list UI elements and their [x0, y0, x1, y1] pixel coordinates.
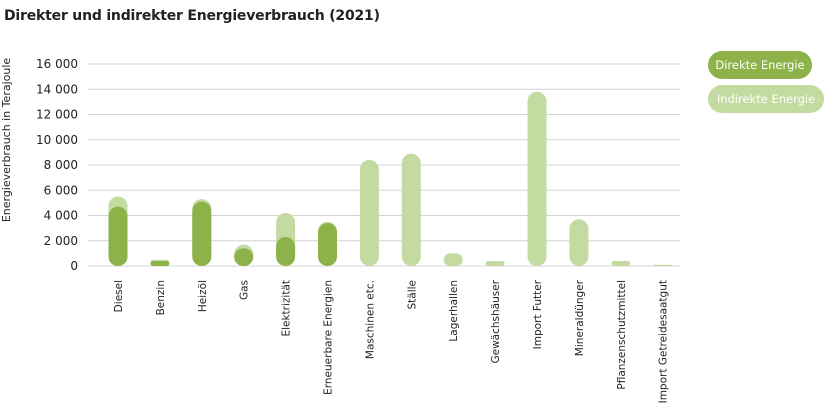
x-axis-categories: Diesel Benzin Heizöl Gas Elektrizität Erneuer…	[113, 279, 670, 403]
x-category-label: Gewächshäuser	[490, 279, 502, 363]
bar-direkte-energie	[276, 236, 296, 266]
x-category-label: Gas	[239, 280, 251, 300]
bar-direkte-energie	[234, 248, 254, 266]
x-category-label: Lagerhallen	[448, 280, 460, 342]
x-category-label: Ställe	[406, 280, 418, 310]
legend-item: Direkte Energie	[708, 51, 812, 79]
x-category-label: Elektrizität	[281, 280, 293, 337]
bar-indirekte-energie	[359, 159, 379, 266]
bar-indirekte-energie	[569, 219, 589, 266]
x-category-label: Import Getreidesaatgut	[658, 280, 670, 403]
x-category-label: Benzin	[155, 280, 167, 315]
y-tick-label: 12 000	[36, 108, 78, 122]
legend-item: Indirekte Energie	[708, 85, 824, 113]
bar-direkte-energie	[192, 201, 212, 266]
bar-indirekte-energie	[401, 153, 421, 266]
bar-direkte-energie	[318, 223, 337, 266]
bar-indirekte-energie	[527, 91, 547, 267]
x-category-label: Mineraldünger	[574, 279, 586, 356]
bar-direkte-energie	[108, 206, 128, 266]
y-tick-label: 16 000	[36, 57, 78, 71]
y-tick-label: 4 000	[44, 209, 78, 223]
bar-direkte-energie	[150, 260, 170, 266]
x-category-label: Maschinen etc.	[364, 280, 376, 359]
bar-indirekte-energie	[611, 260, 631, 266]
y-tick-label: 10 000	[36, 133, 78, 147]
x-category-label: Erneuerbare Energien	[323, 280, 335, 395]
y-tick-label: 8 000	[44, 158, 78, 172]
bars	[108, 91, 673, 267]
x-category-label: Import Futter	[532, 279, 544, 349]
y-axis-title: Energieverbrauch in Terajoule	[0, 58, 13, 223]
bar-indirekte-energie	[485, 260, 505, 266]
x-category-label: Heizöl	[197, 280, 209, 312]
y-tick-label: 14 000	[36, 82, 78, 96]
y-tick-label: 2 000	[44, 234, 78, 248]
bar-indirekte-energie	[443, 253, 463, 266]
x-category-label: Diesel	[113, 280, 125, 312]
y-axis-ticks: 0 2 000 4 000 6 000 8 000 10 000 12 000 14 000 1…	[36, 57, 78, 273]
y-tick-label: 6 000	[44, 183, 78, 197]
gridlines	[88, 63, 680, 267]
bar-indirekte-energie	[653, 264, 673, 266]
chart-title: Direkter und indirekter Energieverbrauch…	[4, 8, 380, 24]
y-tick-label: 0	[70, 259, 78, 273]
x-category-label: Pflanzenschutzmittel	[616, 280, 628, 390]
